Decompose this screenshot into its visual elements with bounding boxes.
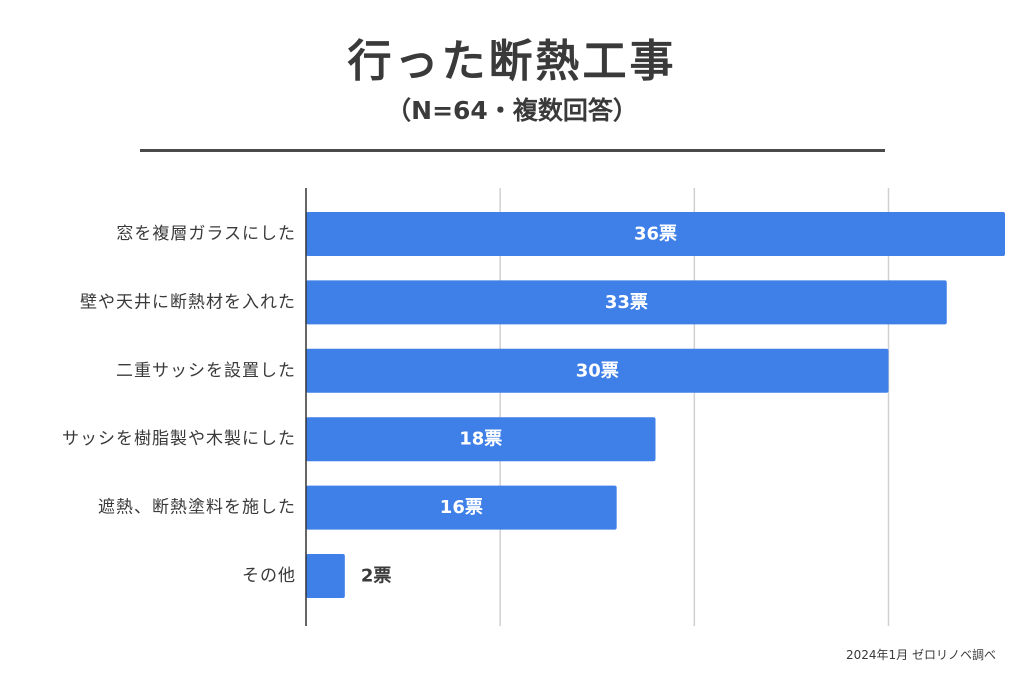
bar-value-label: 30票 <box>576 360 619 381</box>
category-label: 壁や天井に断熱材を入れた <box>80 292 296 312</box>
bar <box>306 417 656 462</box>
bar <box>306 212 1005 256</box>
chart-title: 行った断熱工事 <box>347 36 677 87</box>
chart-subtitle: （N=64・複数回答） <box>386 96 638 125</box>
bar <box>306 280 947 325</box>
bar-value-label: 33票 <box>605 292 648 313</box>
category-label: 二重サッシを設置した <box>116 361 296 381</box>
category-label: サッシを樹脂製や木製にした <box>62 429 296 449</box>
category-label: その他 <box>242 566 296 586</box>
bar <box>306 554 345 598</box>
bar <box>306 485 617 530</box>
source-note: 2024年1月 ゼロリノベ調べ <box>846 648 996 662</box>
bar-value-label: 36票 <box>634 224 677 245</box>
bar-value-label: 2票 <box>361 566 392 587</box>
category-label: 窓を複層ガラスにした <box>116 224 296 244</box>
category-label: 遮熱、断熱塗料を施した <box>98 497 296 518</box>
title-divider <box>140 149 885 152</box>
bar-value-label: 16票 <box>440 497 483 518</box>
bar-value-label: 18票 <box>459 429 502 450</box>
bar <box>306 348 889 393</box>
